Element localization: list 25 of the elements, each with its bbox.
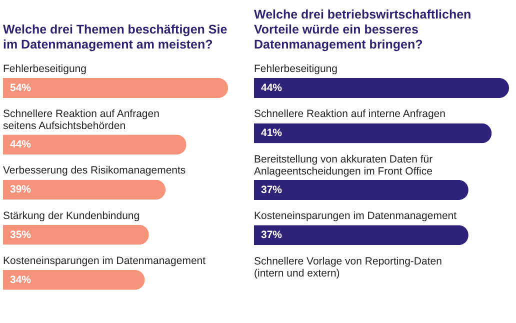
y-tick-label: Kosteneinsparungen im Datenmanagement: [254, 210, 457, 222]
y-tick-label: Schnellere Vorlage von Reporting-Daten (intern und extern): [254, 255, 442, 280]
bar: [3, 180, 166, 200]
y-tick-label: Fehlerbeseitigung: [254, 63, 338, 75]
bar: [3, 224, 149, 245]
data-label: 44%: [261, 82, 283, 94]
data-label: 54%: [10, 82, 32, 94]
y-tick-label: Verbesserung des Risikomanagements: [3, 164, 186, 177]
text: Welche drei betriebswirtschaftlichen Vorteile würde ein besseres Datenmanagement bringen?: [254, 8, 472, 52]
y-tick-label: Fehlerbeseitigung: [3, 63, 87, 75]
data-label: 39%: [10, 184, 32, 196]
bar: [3, 270, 145, 290]
y-tick-label: Schnellere Reaktion auf interne Anfragen: [254, 108, 446, 120]
chart-title: Welche drei Themen beschäftigen Sie im Datenmanagement am meisten?: [3, 22, 228, 52]
y-tick-label: Schnellere Reaktion auf Anfragen seitens Aufsichtsbehörden: [3, 108, 160, 132]
data-label: 37%: [261, 184, 283, 196]
bar: [3, 134, 186, 155]
data-label: 37%: [261, 229, 283, 242]
data-label: 34%: [10, 274, 32, 286]
y-tick-label: Kosteneinsparungen im Datenmanagement: [3, 254, 206, 267]
data-label: 44%: [10, 138, 32, 151]
data-label: 41%: [261, 127, 283, 140]
data-label: 35%: [10, 228, 32, 241]
y-tick-label: Bereitstellung von akkuraten Daten für Anlageentscheidungen im Front Office: [254, 153, 434, 178]
y-tick-label: Stärkung der Kundenbindung: [3, 210, 140, 222]
